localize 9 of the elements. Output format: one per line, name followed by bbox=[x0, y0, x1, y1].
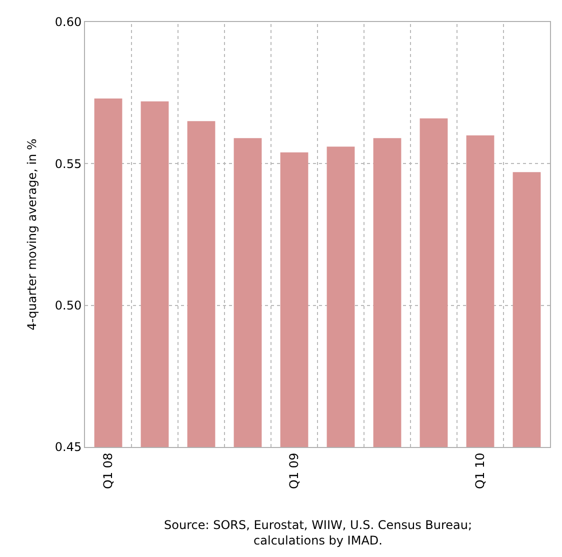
source-note: Source: SORS, Eurostat, WIIW, U.S. Census Bureau; calculations by IMAD. bbox=[164, 518, 472, 548]
y-axis-title: 4-quarter moving average, in % bbox=[25, 138, 40, 330]
y-tick-label: 0.55 bbox=[54, 156, 82, 171]
x-tick-label: Q1 08 bbox=[101, 452, 116, 489]
x-tick-label: Q1 09 bbox=[287, 452, 302, 489]
y-tick-label: 0.60 bbox=[54, 15, 82, 30]
y-tick-label: 0.45 bbox=[54, 440, 82, 454]
x-tick-label: Q1 10 bbox=[473, 452, 488, 489]
y-tick-label: 0.50 bbox=[54, 298, 82, 313]
